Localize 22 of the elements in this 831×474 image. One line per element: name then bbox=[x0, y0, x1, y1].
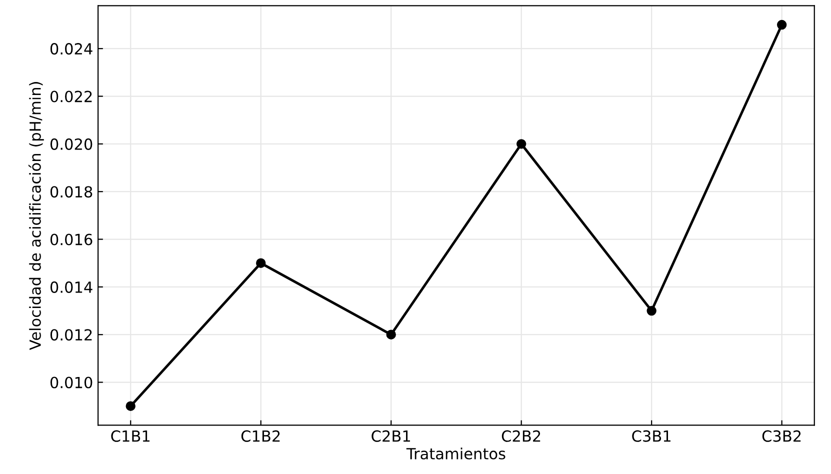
point bbox=[126, 401, 136, 411]
y-tick-label: 0.024 bbox=[50, 43, 92, 55]
x-tick-label: C2B2 bbox=[502, 430, 540, 442]
y-tick-label: 0.022 bbox=[50, 90, 92, 102]
point bbox=[386, 330, 396, 340]
y-axis-title: Velocidad de acidificación (pH/min) bbox=[28, 82, 44, 350]
y-tick-label: 0.012 bbox=[50, 329, 92, 341]
x-tick-label: C3B1 bbox=[632, 430, 670, 442]
y-tick-label: 0.016 bbox=[50, 234, 92, 246]
x-axis-title: Tratamientos bbox=[406, 448, 506, 460]
y-tick-label: 0.018 bbox=[50, 186, 92, 198]
point bbox=[646, 306, 656, 316]
x-tick-label: C1B1 bbox=[111, 430, 150, 442]
point bbox=[776, 20, 787, 30]
y-tick-label: 0.014 bbox=[50, 281, 92, 293]
y-tick-label: 0.020 bbox=[50, 138, 92, 150]
point bbox=[256, 258, 266, 268]
y-tick-label: 0.010 bbox=[50, 376, 92, 388]
x-tick-label: C1B2 bbox=[241, 430, 280, 442]
x-tick-label: C2B1 bbox=[372, 430, 410, 442]
x-tick-label: C3B2 bbox=[762, 430, 801, 442]
point bbox=[516, 139, 526, 149]
